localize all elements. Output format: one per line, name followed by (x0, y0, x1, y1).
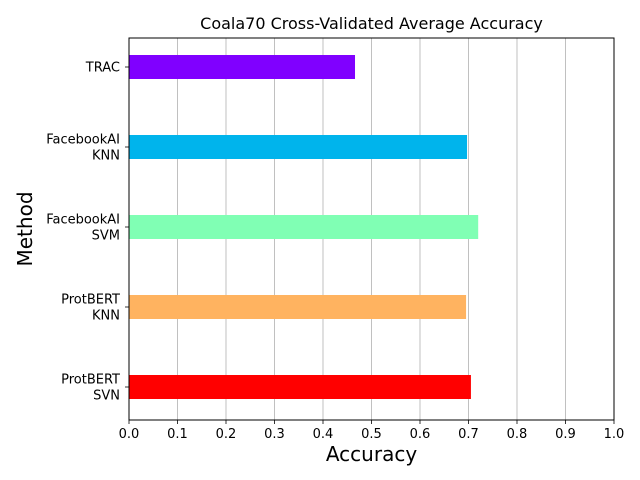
x-axis-label: Accuracy (326, 442, 417, 466)
y-axis-label: Method (13, 191, 37, 266)
bars (129, 55, 479, 399)
y-tick-label: FacebookAI (46, 133, 120, 148)
bar (129, 295, 467, 319)
y-tick-label: TRAC (85, 61, 120, 76)
y-tick-label: SVN (93, 389, 120, 404)
y-tick-label: ProtBERT (61, 373, 120, 388)
bar (129, 55, 356, 79)
bar (129, 215, 479, 239)
x-tick-label: 1.0 (604, 427, 625, 442)
x-tick-label: 0.6 (410, 427, 431, 442)
y-tick-label: ProtBERT (61, 293, 120, 308)
x-tick-label: 0.9 (555, 427, 576, 442)
y-axis-ticks: ProtBERTSVNProtBERTKNNFacebookAISVMFaceb… (46, 61, 129, 404)
y-tick-label: KNN (92, 309, 120, 324)
x-tick-label: 0.4 (313, 427, 334, 442)
x-tick-label: 0.7 (458, 427, 479, 442)
y-tick-label: SVM (92, 229, 120, 244)
chart-title: Coala70 Cross-Validated Average Accuracy (200, 14, 543, 33)
x-tick-label: 0.8 (507, 427, 528, 442)
x-tick-label: 0.5 (361, 427, 382, 442)
x-tick-label: 0.0 (119, 427, 140, 442)
y-tick-label: FacebookAI (46, 213, 120, 228)
y-tick-label: KNN (92, 149, 120, 164)
x-tick-label: 0.1 (167, 427, 188, 442)
x-tick-label: 0.3 (264, 427, 285, 442)
bar (129, 135, 468, 159)
bar (129, 375, 471, 399)
x-axis-ticks: 0.0 0.1 0.2 0.3 0.4 0.5 0.6 0.7 0.8 0.9 1.0 (119, 420, 625, 442)
x-tick-label: 0.2 (216, 427, 237, 442)
